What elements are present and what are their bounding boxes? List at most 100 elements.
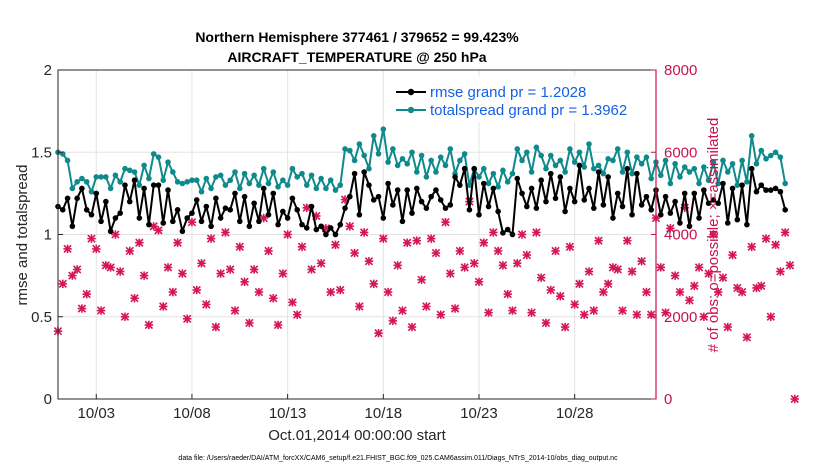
rmse-point <box>552 195 559 202</box>
obs-marker <box>72 265 82 274</box>
totalspread-point <box>236 185 243 192</box>
y-tick-label-right: 4000 <box>664 227 697 244</box>
obs-marker <box>216 269 225 278</box>
obs-marker <box>627 267 637 276</box>
rmse-point <box>198 218 205 225</box>
rmse-point <box>69 223 76 230</box>
obs-marker <box>613 265 622 274</box>
legend: rmse grand pr = 1.2028 totalspread grand… <box>393 76 651 122</box>
obs-marker <box>757 281 766 291</box>
rmse-point <box>294 207 301 213</box>
obs-marker <box>493 246 503 256</box>
obs-marker <box>235 242 244 252</box>
totalspread-point <box>165 159 171 165</box>
rmse-point <box>495 208 501 215</box>
rmse-point <box>634 170 640 177</box>
totalspread-point <box>198 188 205 195</box>
obs-marker <box>766 312 776 321</box>
totalspread-point <box>576 149 583 156</box>
totalspread-point <box>547 152 554 159</box>
totalspread-point <box>265 180 272 187</box>
rmse-point <box>193 197 200 203</box>
rmse-point <box>657 211 664 218</box>
totalspread-point <box>189 177 195 184</box>
y-tick-label-right: 0 <box>664 391 672 408</box>
rmse-point <box>423 205 430 211</box>
obs-marker <box>336 285 345 295</box>
totalspread-point <box>610 157 616 164</box>
obs-marker <box>546 285 555 295</box>
totalspread-point <box>370 133 377 139</box>
y-tick-label-left: 1 <box>44 227 52 244</box>
totalspread-point <box>155 154 162 160</box>
rmse-point <box>447 202 454 208</box>
rmse-point <box>107 228 114 235</box>
obs-marker <box>264 246 273 256</box>
rmse-point <box>313 226 320 233</box>
obs-marker <box>431 248 441 258</box>
rmse-point <box>332 231 339 238</box>
obs-marker <box>269 294 278 303</box>
obs-marker <box>379 234 388 243</box>
rmse-point <box>112 215 119 221</box>
rmse-point <box>131 177 138 184</box>
totalspread-point <box>107 185 114 192</box>
rmse-point <box>103 198 109 205</box>
totalspread-point <box>705 177 712 184</box>
obs-marker <box>398 306 407 315</box>
obs-marker <box>690 281 699 291</box>
rmse-point <box>734 216 741 223</box>
rmse-point <box>471 165 478 172</box>
totalspread-point <box>662 157 669 164</box>
y-tick-label-left: 2 <box>44 62 52 79</box>
rmse-point <box>280 208 286 215</box>
rmse-point <box>614 190 621 197</box>
totalspread-point <box>667 180 674 187</box>
obs-marker <box>192 285 201 295</box>
totalspread-point <box>528 169 535 175</box>
rmse-point <box>418 198 425 205</box>
totalspread-point <box>222 182 229 188</box>
obs-marker <box>187 217 197 227</box>
x-axis-label: Oct.01,2014 00:00:00 start <box>268 427 446 444</box>
totalspread-point <box>696 180 702 187</box>
obs-marker <box>594 236 603 245</box>
totalspread-point <box>241 170 248 177</box>
totalspread-point <box>495 183 501 190</box>
obs-marker <box>560 322 570 332</box>
rmse-point <box>581 197 588 203</box>
rmse-point <box>457 182 463 188</box>
totalspread-point <box>739 157 745 164</box>
totalspread-point <box>208 185 214 192</box>
rmse-point <box>524 203 530 210</box>
rmse-point <box>514 175 521 182</box>
x-tick-label: 10/08 <box>173 405 211 422</box>
obs-marker <box>249 265 259 274</box>
obs-marker <box>374 329 383 338</box>
rmse-point <box>150 182 157 188</box>
obs-marker <box>283 230 292 239</box>
totalspread-point <box>375 151 382 157</box>
rmse-point <box>729 185 736 192</box>
totalspread-point <box>409 149 415 156</box>
rmse-point <box>600 202 607 208</box>
totalspread-point <box>193 177 200 184</box>
totalspread-point <box>313 185 320 192</box>
y-tick-label-left: 0.5 <box>31 309 52 326</box>
rmse-point <box>74 195 80 202</box>
totalspread-point <box>485 180 492 187</box>
obs-marker <box>685 296 694 305</box>
totalspread-point <box>595 162 602 169</box>
obs-marker <box>82 289 91 299</box>
rmse-point <box>303 225 310 231</box>
obs-marker <box>785 261 795 270</box>
rmse-point <box>619 203 626 210</box>
totalspread-point <box>648 175 655 182</box>
totalspread-point <box>213 174 219 180</box>
totalspread-point <box>538 152 544 159</box>
legend-box <box>393 76 651 122</box>
obs-marker <box>699 312 709 321</box>
obs-marker <box>254 287 264 297</box>
totalspread-point <box>318 175 324 182</box>
rmse-point <box>648 207 655 213</box>
